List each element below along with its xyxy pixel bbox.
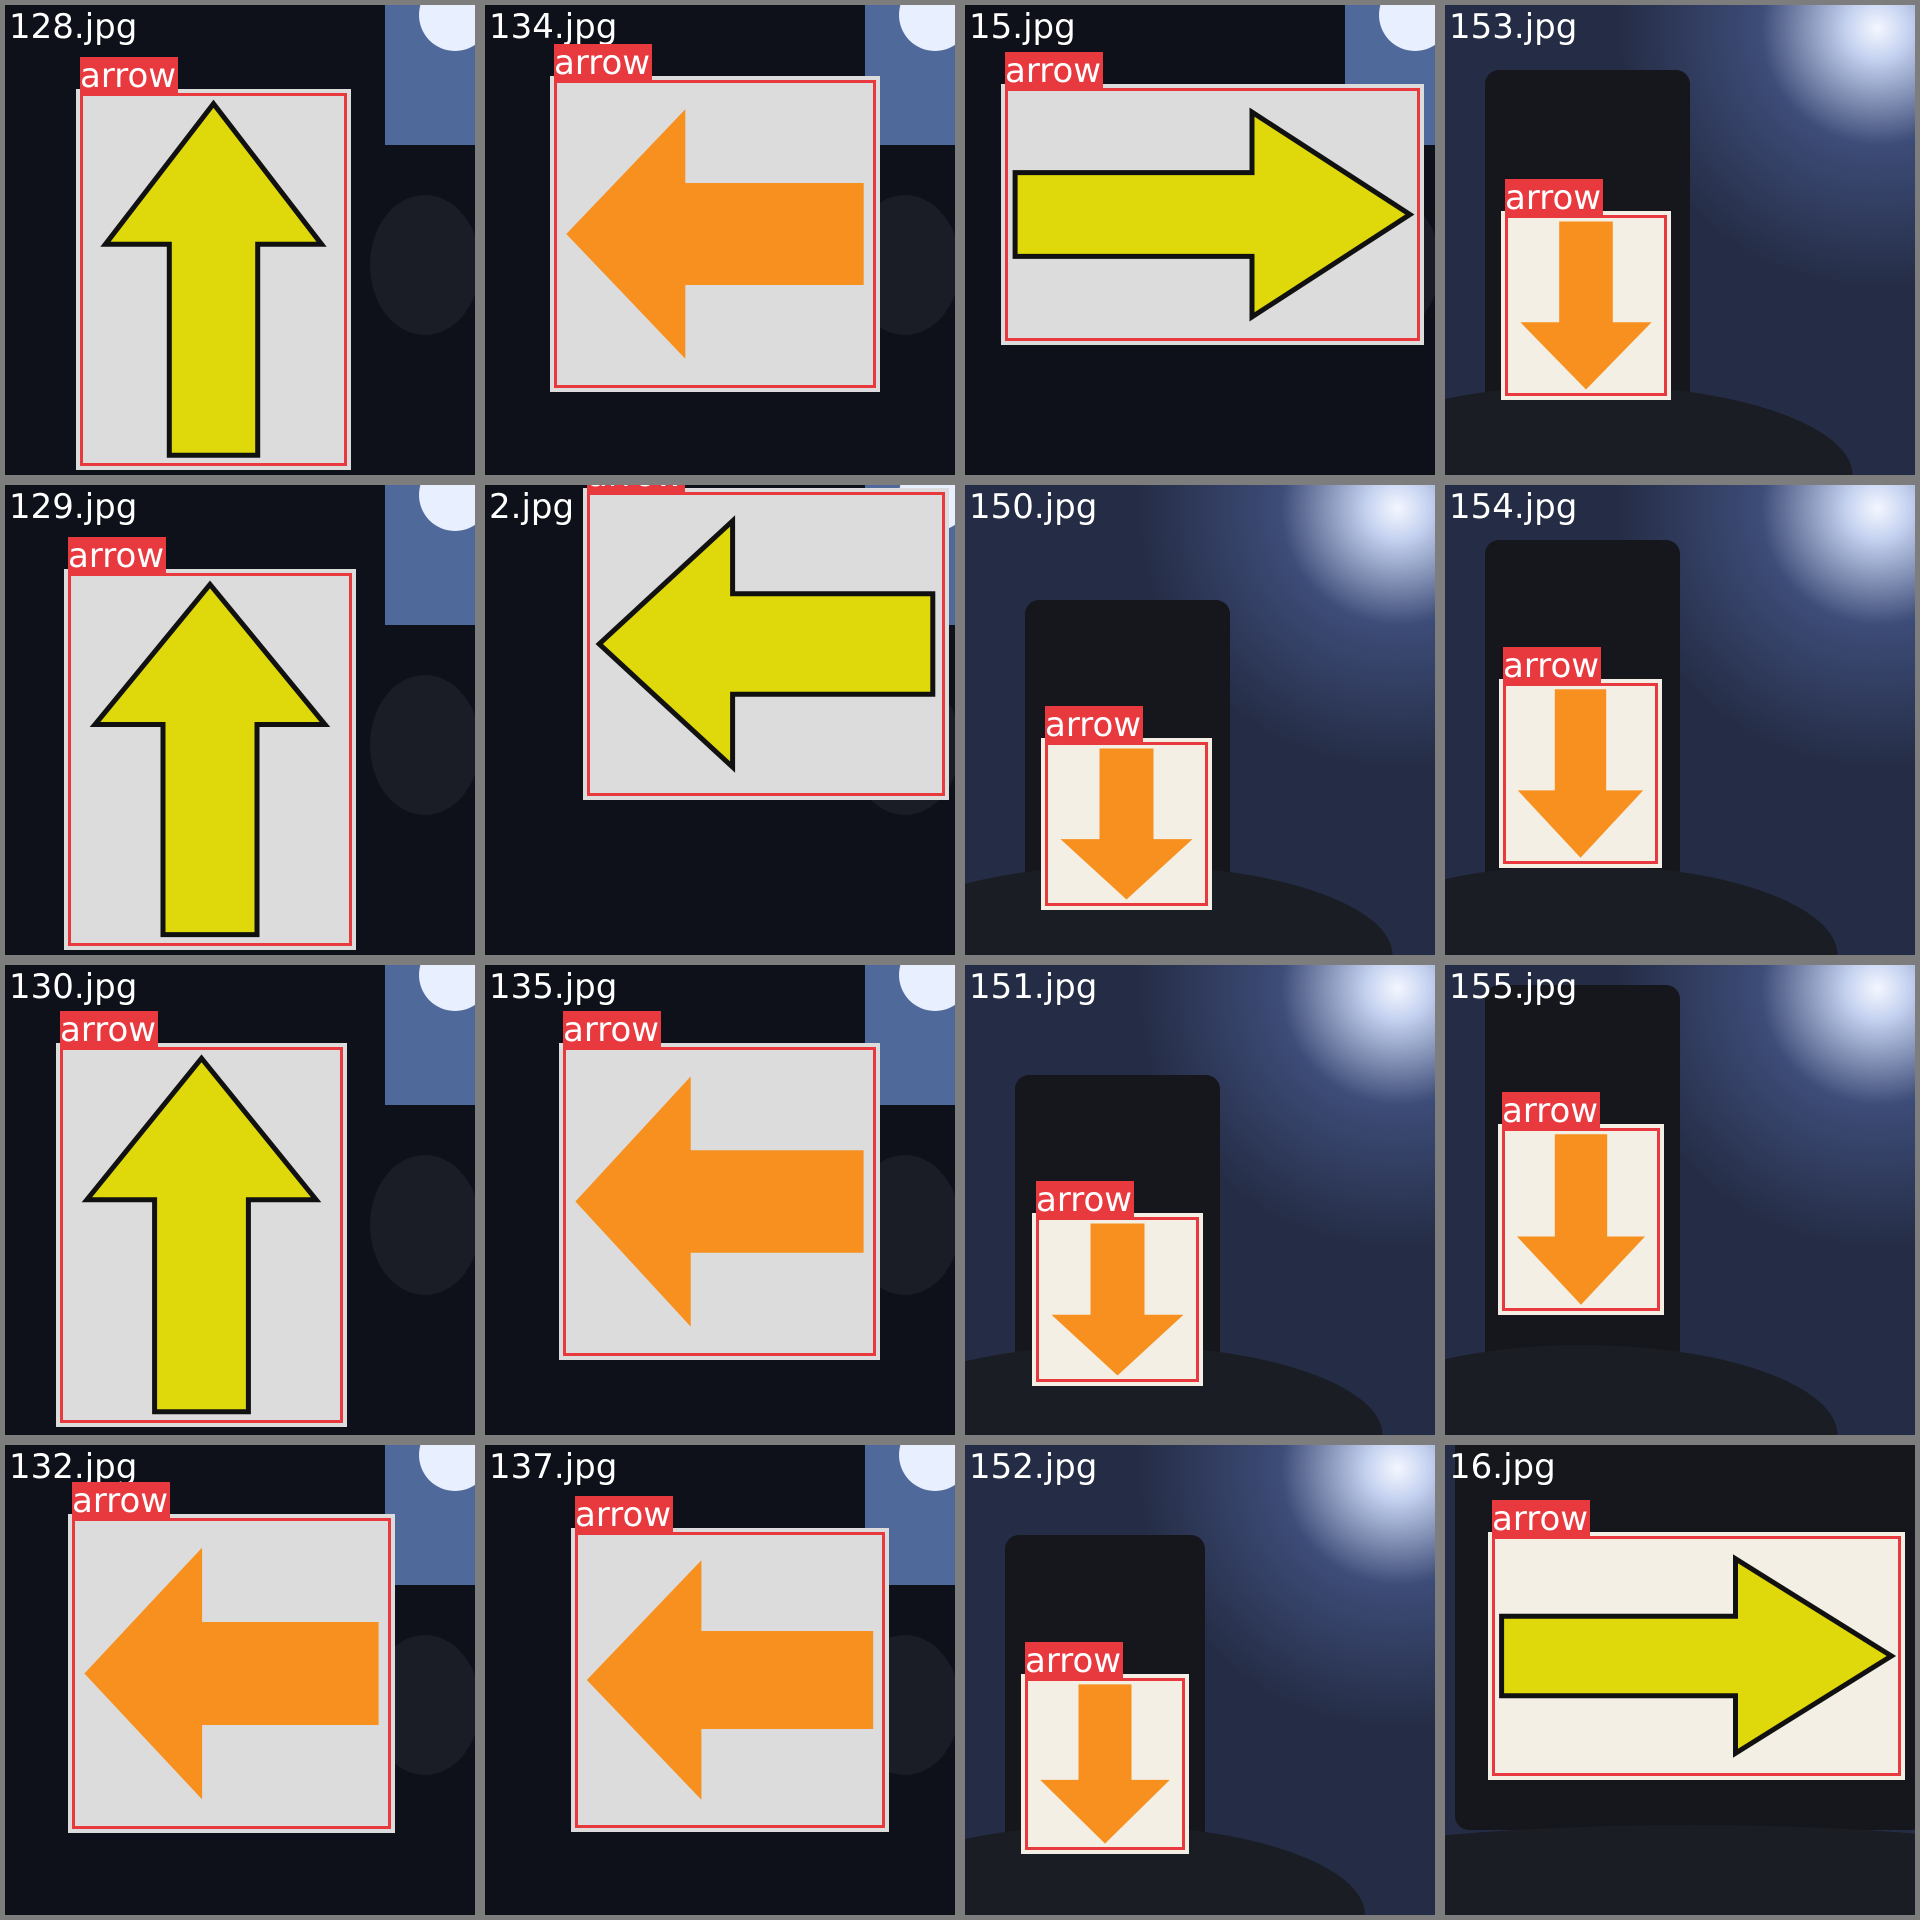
image-tile[interactable]: 2.jpg arrow <box>485 485 955 955</box>
detection-label: arrow <box>563 1010 662 1050</box>
tile-filename: 150.jpg <box>969 487 1098 527</box>
arrow-down-icon <box>1060 748 1193 900</box>
detection-box <box>1045 742 1208 906</box>
arrow-down-icon <box>1051 1223 1184 1376</box>
tile-photo <box>485 1445 955 1915</box>
tile-filename: 128.jpg <box>9 7 138 47</box>
image-tile[interactable]: 154.jpg arrow <box>1445 485 1915 955</box>
detection-box <box>1036 1217 1199 1382</box>
image-tile[interactable]: 153.jpg arrow <box>1445 5 1915 475</box>
tile-photo <box>1445 485 1915 955</box>
detection-box <box>60 1047 343 1423</box>
image-tile[interactable]: 130.jpg arrow <box>5 965 475 1435</box>
tile-photo <box>5 485 475 955</box>
detection-box <box>563 1047 876 1356</box>
detection-box <box>1005 88 1420 341</box>
tile-photo <box>965 485 1435 955</box>
detection-label: arrow <box>587 485 686 494</box>
arrow-left-icon <box>575 1076 864 1327</box>
tile-photo <box>485 5 955 475</box>
image-tile[interactable]: 129.jpg arrow <box>5 485 475 955</box>
image-tile[interactable]: 128.jpg arrow <box>5 5 475 475</box>
detection-label: arrow <box>1036 1180 1135 1220</box>
detection-label: arrow <box>1502 1091 1601 1131</box>
tile-photo <box>485 485 955 955</box>
arrow-left-icon <box>84 1547 379 1800</box>
detection-box <box>80 93 347 466</box>
tile-filename: 151.jpg <box>969 967 1098 1007</box>
arrow-left-icon <box>595 515 936 773</box>
arrow-down-icon <box>1520 221 1652 390</box>
arrow-left-icon <box>586 1560 874 1800</box>
tile-filename: 135.jpg <box>489 967 618 1007</box>
arrow-right-icon <box>1499 1554 1897 1758</box>
image-tile[interactable]: 135.jpg arrow <box>485 965 955 1435</box>
tile-photo <box>965 5 1435 475</box>
detection-box <box>1502 1128 1660 1311</box>
detection-box <box>587 492 945 796</box>
detection-label: arrow <box>1005 51 1104 91</box>
detection-label: arrow <box>554 43 653 83</box>
arrow-up-icon <box>89 580 331 938</box>
tile-filename: 152.jpg <box>969 1447 1098 1487</box>
detection-label: arrow <box>68 536 167 576</box>
arrow-left-icon <box>566 109 864 359</box>
arrow-up-icon <box>100 99 327 458</box>
image-tile[interactable]: 137.jpg arrow <box>485 1445 955 1915</box>
image-tile[interactable]: 132.jpg arrow <box>5 1445 475 1915</box>
tile-filename: 155.jpg <box>1449 967 1578 1007</box>
image-tile[interactable]: 151.jpg arrow <box>965 965 1435 1435</box>
tile-filename: 137.jpg <box>489 1447 618 1487</box>
detection-label: arrow <box>1503 646 1602 686</box>
detection-box <box>554 80 876 388</box>
tile-filename: 15.jpg <box>969 7 1076 47</box>
tile-filename: 132.jpg <box>9 1447 138 1487</box>
image-tile[interactable]: 150.jpg arrow <box>965 485 1435 955</box>
tile-photo <box>5 965 475 1435</box>
arrow-right-icon <box>1012 107 1415 322</box>
detection-box <box>575 1532 885 1828</box>
detection-box <box>1025 1678 1185 1850</box>
detection-label: arrow <box>1025 1641 1124 1681</box>
tile-filename: 2.jpg <box>489 487 575 527</box>
image-tile[interactable]: 155.jpg arrow <box>1445 965 1915 1435</box>
detection-box <box>1503 683 1658 864</box>
detection-label: arrow <box>60 1010 159 1050</box>
tile-filename: 134.jpg <box>489 7 618 47</box>
detection-box <box>1492 1536 1901 1776</box>
arrow-down-icon <box>1517 1134 1645 1305</box>
tile-filename: 16.jpg <box>1449 1447 1556 1487</box>
detection-label: arrow <box>575 1495 674 1535</box>
detection-label: arrow <box>1492 1499 1591 1539</box>
tile-photo <box>5 5 475 475</box>
tile-photo <box>5 1445 475 1915</box>
arrow-down-icon <box>1517 689 1644 858</box>
detection-label: arrow <box>1045 705 1144 745</box>
arrow-up-icon <box>81 1054 322 1415</box>
detection-label: arrow <box>72 1481 171 1521</box>
tile-filename: 153.jpg <box>1449 7 1578 47</box>
detection-label: arrow <box>80 56 179 96</box>
tile-photo <box>1445 5 1915 475</box>
image-tile[interactable]: 152.jpg arrow <box>965 1445 1435 1915</box>
image-tile[interactable]: 15.jpg arrow <box>965 5 1435 475</box>
tile-filename: 130.jpg <box>9 967 138 1007</box>
image-tile[interactable]: 134.jpg arrow <box>485 5 955 475</box>
tile-filename: 129.jpg <box>9 487 138 527</box>
image-tile[interactable]: 16.jpg arrow <box>1445 1445 1915 1915</box>
detection-box <box>1505 215 1667 396</box>
tile-filename: 154.jpg <box>1449 487 1578 527</box>
detection-label: arrow <box>1505 178 1604 218</box>
arrow-down-icon <box>1040 1684 1170 1844</box>
detection-box <box>68 573 352 946</box>
detection-box <box>72 1518 391 1829</box>
